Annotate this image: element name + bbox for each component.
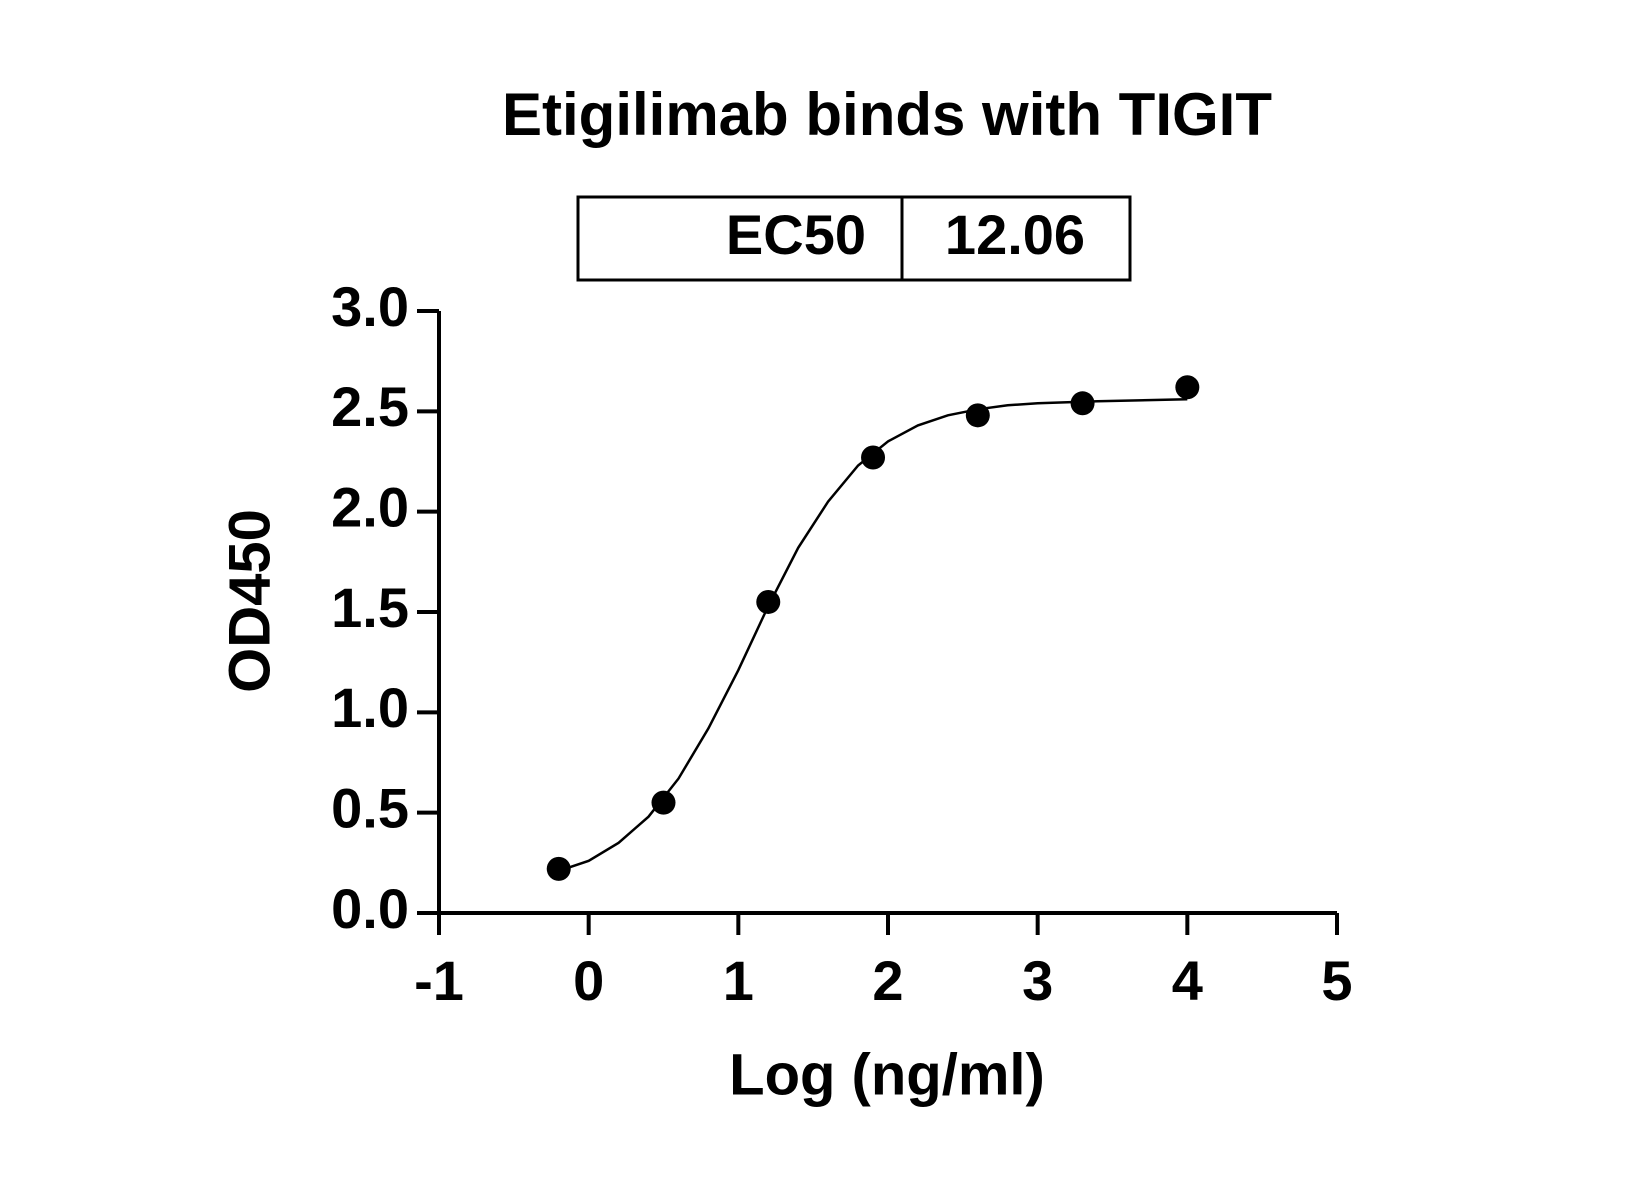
data-point (651, 790, 676, 815)
data-point (1070, 391, 1095, 416)
x-tick-label: 0 (573, 949, 604, 1012)
summary-label: EC50 (726, 203, 866, 266)
y-tick-label: 3.0 (331, 275, 409, 338)
y-tick-label: 2.5 (331, 375, 409, 438)
data-point (1175, 375, 1200, 400)
y-axis-label: OD450 (217, 509, 282, 693)
x-tick-label: -1 (414, 949, 464, 1012)
data-point (756, 589, 781, 614)
y-tick-label: 1.0 (331, 676, 409, 739)
y-tick-label: 0.0 (331, 877, 409, 940)
summary-box (576, 195, 1132, 282)
y-tick-label: 0.5 (331, 776, 409, 839)
y-tick-label: 2.0 (331, 475, 409, 538)
summary-value: 12.06 (945, 203, 1085, 266)
y-tick-label: 1.5 (331, 576, 409, 639)
x-tick-label: 5 (1321, 949, 1352, 1012)
x-tick-label: 4 (1172, 949, 1203, 1012)
x-tick-label: 3 (1022, 949, 1053, 1012)
x-axis-label: Log (ng/ml) (729, 1042, 1045, 1107)
x-tick-label: 1 (723, 949, 754, 1012)
data-point (861, 445, 886, 470)
x-tick-label: 2 (872, 949, 903, 1012)
fit-curve (558, 398, 1188, 873)
data-point (546, 856, 571, 881)
chart-title: Etigilimab binds with TIGIT (502, 81, 1272, 148)
